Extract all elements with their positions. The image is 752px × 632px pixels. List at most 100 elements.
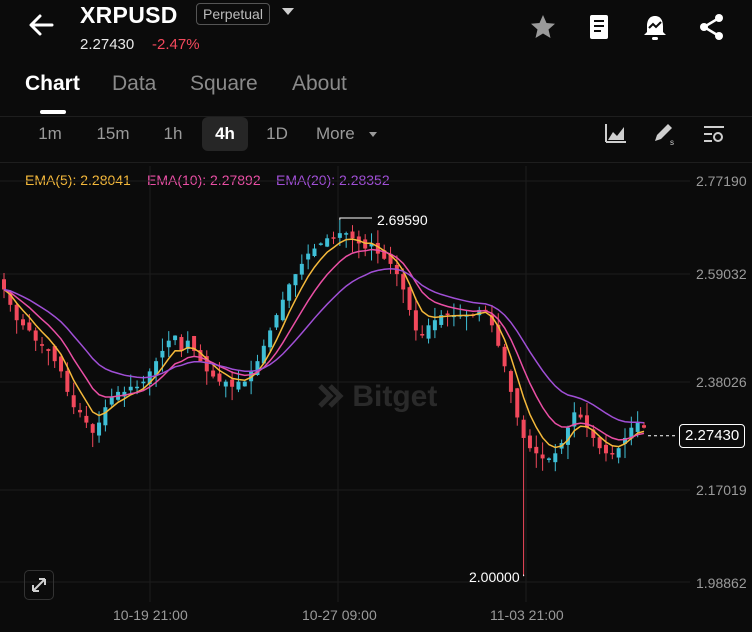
candle-body	[211, 370, 216, 377]
candle-body	[160, 350, 165, 358]
candle-body	[242, 381, 247, 387]
ema5-line	[3, 238, 645, 449]
candle-body	[420, 333, 425, 336]
candle-body	[439, 315, 444, 325]
candle-body	[78, 409, 83, 413]
back-arrow-icon[interactable]	[24, 8, 58, 42]
timeframe-1d[interactable]: 1D	[266, 124, 288, 143]
candle-body	[268, 330, 273, 348]
candle-body	[103, 407, 108, 426]
candle-body	[407, 287, 412, 310]
tab-chart[interactable]: Chart	[25, 72, 80, 95]
timeframe-1h[interactable]: 1h	[163, 124, 183, 143]
order-book-icon[interactable]	[584, 12, 614, 42]
favorite-star-icon[interactable]	[528, 12, 558, 42]
candle-body	[204, 356, 209, 372]
tab-about[interactable]: About	[292, 72, 347, 95]
candle-body	[401, 274, 406, 290]
draw-tool-pencil-icon[interactable]: s	[650, 120, 678, 148]
candle-body	[546, 458, 551, 460]
candle-body	[198, 350, 203, 362]
price-alert-bell-icon[interactable]	[640, 12, 670, 42]
candle-body	[293, 274, 298, 286]
candle-body	[426, 325, 431, 339]
candle-body	[432, 320, 437, 331]
candle-body	[90, 424, 95, 433]
candle-body	[508, 371, 513, 392]
candle-body	[597, 437, 602, 449]
candle-body	[84, 415, 89, 423]
candle-body	[375, 242, 380, 254]
candle-body	[337, 233, 342, 238]
candle-body	[502, 346, 507, 367]
expand-icon	[32, 578, 46, 592]
symbol-title[interactable]: XRPUSD	[80, 2, 178, 28]
tab-data[interactable]: Data	[112, 72, 157, 95]
svg-text:s: s	[670, 138, 674, 147]
candle-body	[622, 437, 627, 444]
timeframe-more-button[interactable]: More	[316, 124, 355, 143]
x-axis-label: 11-03 21:00	[490, 607, 564, 623]
ema5-legend[interactable]: EMA(5): 2.28041	[25, 172, 131, 188]
more-caret-icon	[369, 132, 377, 137]
candle-body	[274, 315, 279, 328]
ema10-line	[3, 248, 645, 441]
candle-body	[2, 279, 6, 290]
ema20-line	[3, 268, 645, 424]
candle-body	[217, 373, 222, 382]
last-price: 2.27430	[80, 36, 135, 53]
y-axis-label: 2.17019	[696, 482, 747, 498]
candle-body	[318, 243, 323, 245]
candle-body	[179, 337, 184, 351]
current-price-tag: 2.27430	[679, 424, 746, 448]
candle-body	[363, 239, 368, 249]
candle-body	[629, 427, 634, 439]
timeframe-1m[interactable]: 1m	[38, 124, 62, 143]
candle-body	[306, 253, 311, 260]
active-tab-indicator	[40, 110, 66, 114]
chart-type-icon[interactable]	[602, 120, 630, 148]
period-low-label: 2.00000	[469, 569, 520, 585]
candle-body	[388, 253, 393, 264]
candle-body	[223, 381, 228, 387]
timeframe-15m[interactable]: 15m	[96, 124, 130, 143]
x-axis-label: 10-19 21:00	[113, 607, 188, 623]
period-high-label: 2.69590	[377, 212, 428, 228]
candle-body	[496, 324, 501, 346]
candle-body	[46, 349, 51, 351]
indicator-settings-icon[interactable]	[700, 120, 728, 148]
ema10-legend[interactable]: EMA(10): 2.27892	[147, 172, 261, 188]
candle-body	[616, 448, 621, 458]
candle-body	[344, 233, 349, 235]
candle-body	[192, 336, 197, 351]
candle-body	[65, 370, 70, 392]
candle-body	[122, 391, 127, 397]
candle-body	[8, 293, 13, 305]
candle-body	[255, 361, 260, 376]
candle-body	[287, 284, 292, 301]
candlestick-chart[interactable]	[0, 166, 752, 606]
candle-body	[565, 427, 570, 445]
candle-body	[230, 379, 235, 387]
candle-body	[477, 309, 482, 316]
candle-body	[109, 396, 114, 405]
share-icon[interactable]	[697, 12, 727, 42]
candle-body	[299, 263, 304, 275]
divider	[0, 162, 752, 163]
candle-body	[642, 425, 646, 428]
candle-body	[154, 361, 159, 376]
bitget-watermark: Bitget	[316, 380, 437, 414]
candle-body	[534, 446, 539, 454]
timeframe-4h[interactable]: 4h	[202, 117, 248, 151]
bitget-logo-icon	[318, 384, 344, 408]
candle-body	[135, 386, 140, 389]
candle-body	[40, 344, 45, 346]
symbol-dropdown-chevron-icon[interactable]	[282, 8, 294, 15]
watermark-text: Bitget	[352, 380, 438, 413]
candle-body	[591, 429, 596, 438]
fullscreen-button[interactable]	[24, 570, 54, 600]
y-axis-label: 2.38026	[696, 374, 747, 390]
tab-square[interactable]: Square	[190, 72, 258, 95]
candle-body	[27, 322, 32, 331]
ema20-legend[interactable]: EMA(20): 2.28352	[276, 172, 390, 188]
